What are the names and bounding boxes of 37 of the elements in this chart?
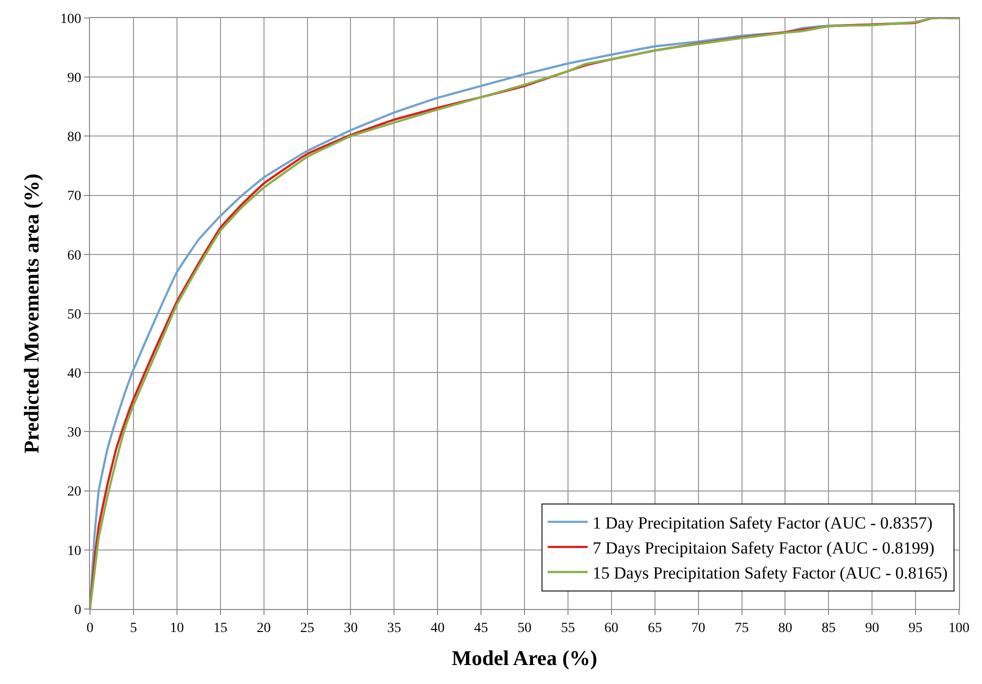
x-tick-label: 95: [908, 620, 923, 636]
x-tick-label: 50: [518, 620, 532, 636]
x-tick-label: 75: [734, 620, 749, 636]
x-tick-label: 85: [822, 620, 836, 636]
legend-label: 1 Day Precipitation Safety Factor (AUC - 0.8357): [592, 513, 933, 532]
x-tick-label: 55: [560, 620, 575, 636]
y-tick-label: 40: [67, 366, 82, 382]
x-tick-label: 10: [170, 620, 184, 636]
x-tick-label: 35: [387, 620, 402, 636]
x-tick-label: 65: [648, 620, 662, 636]
x-tick-label: 60: [604, 620, 618, 636]
legend-label: 7 Days Precipitaion Safety Factor (AUC - 0.8199): [592, 538, 934, 558]
x-tick-label: 90: [865, 620, 880, 636]
y-tick-label: 60: [67, 248, 82, 264]
y-tick-label: 90: [67, 71, 82, 86]
x-tick-label: 0: [86, 620, 94, 636]
x-tick-label: 80: [778, 620, 792, 636]
y-tick-label: 30: [67, 426, 82, 441]
x-tick-label: 45: [474, 620, 488, 636]
x-tick-label: 5: [130, 620, 137, 636]
y-tick-label: 20: [67, 484, 82, 500]
x-tick-label: 15: [213, 620, 228, 636]
y-axis-title: Predicted Movements area (%): [19, 174, 44, 454]
y-tick-label: 100: [60, 12, 82, 27]
x-axis-title: Model Area (%): [452, 646, 598, 670]
y-tick-label: 10: [67, 544, 82, 559]
y-tick-label: 0: [74, 602, 82, 618]
x-tick-label: 20: [256, 620, 271, 636]
x-tick-label: 25: [300, 620, 314, 636]
y-tick-label: 80: [67, 130, 82, 146]
x-tick-label: 30: [344, 620, 358, 636]
y-tick-label: 50: [67, 307, 82, 322]
y-tick-label: 70: [67, 189, 82, 204]
x-tick-label: 70: [691, 620, 706, 636]
x-tick-label: 40: [430, 620, 445, 636]
legend-label: 15 Days Precipitation Safety Factor (AUC - 0.8165): [592, 564, 948, 583]
x-tick-label: 100: [948, 620, 970, 636]
